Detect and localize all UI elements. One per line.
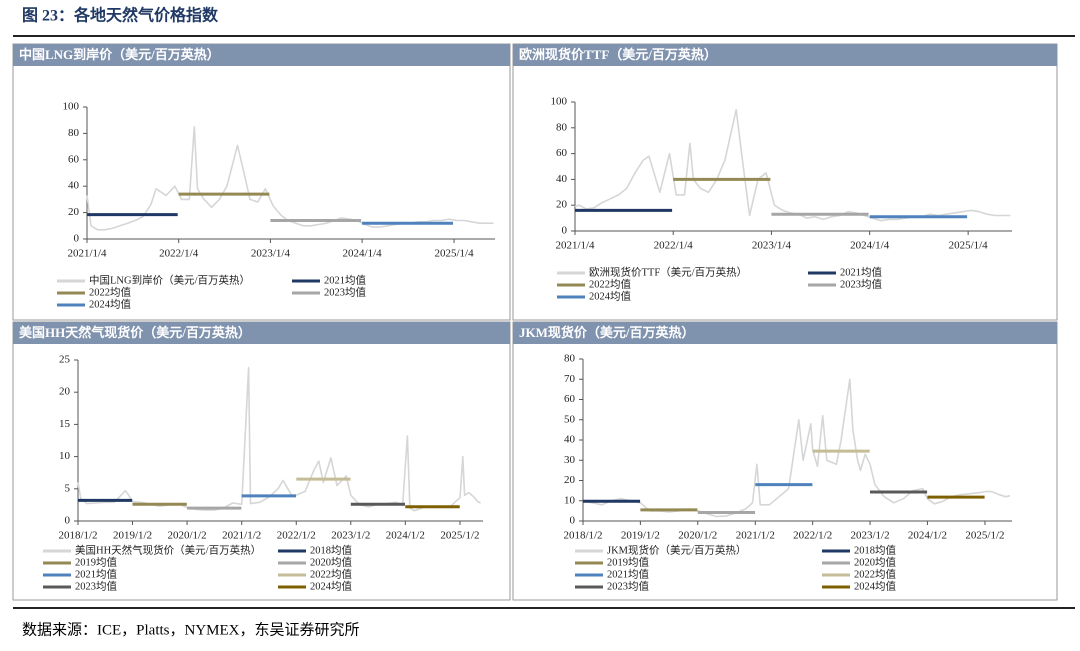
price-line <box>574 108 1011 222</box>
legend-label: 2020均值 <box>854 555 896 568</box>
y-tick-label: 60 <box>68 153 80 165</box>
x-tick-label: 2018/1/2 <box>58 530 97 542</box>
panel-header <box>13 44 510 66</box>
legend-label: JKM现货价（美元/百万英热） <box>607 543 746 556</box>
legend-label: 2021均值 <box>324 273 366 286</box>
legend-label: 2021均值 <box>607 567 649 580</box>
x-tick-label: 2025/1/4 <box>949 240 989 252</box>
y-tick-label: 40 <box>556 173 568 185</box>
x-tick-label: 2024/1/2 <box>386 530 425 542</box>
panel-title: 欧洲现货价TTF（美元/百万英热） <box>519 47 717 62</box>
x-tick-label: 2024/1/4 <box>850 240 890 252</box>
x-tick-label: 2021/1/2 <box>222 530 261 542</box>
y-tick-label: 25 <box>59 354 71 366</box>
x-tick-label: 2023/1/2 <box>850 530 889 542</box>
y-tick-label: 50 <box>564 413 576 425</box>
y-tick-label: 70 <box>564 373 576 385</box>
x-tick-label: 2023/1/4 <box>251 248 291 260</box>
source-note: 数据来源：ICE，Platts，NYMEX，东吴证券研究所 <box>22 621 360 638</box>
y-tick-label: 0 <box>65 515 71 527</box>
legend-label: 2024均值 <box>589 289 631 302</box>
legend-label: 2024均值 <box>89 297 131 310</box>
legend-label: 中国LNG到岸价（美元/百万英热） <box>89 273 250 286</box>
legend-label: 2022均值 <box>89 285 131 298</box>
y-tick-label: 20 <box>59 386 71 398</box>
y-tick-label: 20 <box>564 474 576 486</box>
legend-label: 2021均值 <box>75 567 117 580</box>
legend-label: 美国HH天然气现货价（美元/百万英热） <box>75 543 261 556</box>
legend-label: 2024均值 <box>310 579 352 592</box>
y-tick-label: 0 <box>74 233 80 245</box>
legend-label: 2019均值 <box>607 555 649 568</box>
y-tick-label: 40 <box>68 180 80 192</box>
panel <box>512 43 1058 321</box>
panel-header <box>13 322 510 344</box>
x-tick-label: 2020/1/2 <box>678 530 717 542</box>
legend-label: 2019均值 <box>75 555 117 568</box>
legend-label: 2022均值 <box>589 277 631 290</box>
y-tick-label: 40 <box>564 434 576 446</box>
legend-label: 2021均值 <box>840 265 882 278</box>
panel-header <box>513 322 1057 344</box>
x-tick-label: 2021/1/4 <box>67 248 107 260</box>
y-tick-label: 100 <box>551 96 568 108</box>
x-tick-label: 2023/1/2 <box>331 530 370 542</box>
x-tick-label: 2024/1/2 <box>908 530 947 542</box>
y-tick-label: 60 <box>556 147 568 159</box>
x-tick-label: 2018/1/2 <box>563 530 602 542</box>
y-tick-label: 80 <box>68 127 80 139</box>
x-tick-label: 2025/1/2 <box>440 530 479 542</box>
y-tick-label: 0 <box>570 515 576 527</box>
y-tick-label: 5 <box>65 482 71 494</box>
legend-label: 2023均值 <box>324 285 366 298</box>
x-tick-label: 2022/1/4 <box>654 240 694 252</box>
price-line <box>582 378 1011 518</box>
panel-title: 美国HH天然气现货价（美元/百万英热） <box>19 325 251 340</box>
x-tick-label: 2025/1/2 <box>965 530 1004 542</box>
x-tick-label: 2019/1/2 <box>621 530 660 542</box>
panel-header <box>513 44 1057 66</box>
legend-label: 2022均值 <box>854 567 896 580</box>
panel <box>12 321 511 601</box>
y-tick-label: 100 <box>63 101 80 113</box>
x-tick-label: 2023/1/4 <box>752 240 792 252</box>
x-tick-label: 2021/1/4 <box>555 240 595 252</box>
y-tick-label: 15 <box>59 418 71 430</box>
legend-label: 2024均值 <box>854 579 896 592</box>
legend-label: 2020均值 <box>310 555 352 568</box>
y-tick-label: 20 <box>68 206 80 218</box>
x-tick-label: 2022/1/4 <box>159 248 199 260</box>
figure-title: 图 23：各地天然气价格指数 <box>22 6 219 25</box>
x-tick-label: 2021/1/2 <box>736 530 775 542</box>
panel-title: JKM现货价（美元/百万英热） <box>519 325 695 340</box>
panel-title: 中国LNG到岸价（美元/百万英热） <box>19 47 220 62</box>
x-tick-label: 2020/1/2 <box>167 530 206 542</box>
x-tick-label: 2022/1/2 <box>793 530 832 542</box>
panel <box>512 321 1058 601</box>
legend-label: 2023均值 <box>75 579 117 592</box>
y-tick-label: 60 <box>564 393 576 405</box>
y-tick-label: 80 <box>556 121 568 133</box>
legend-label: 2018均值 <box>310 543 352 556</box>
legend-label: 2023均值 <box>607 579 649 592</box>
y-tick-label: 30 <box>564 454 576 466</box>
legend-label: 2023均值 <box>840 277 882 290</box>
y-tick-label: 80 <box>564 353 576 365</box>
y-tick-label: 10 <box>564 494 576 506</box>
x-tick-label: 2022/1/2 <box>277 530 316 542</box>
panel <box>12 43 511 321</box>
y-tick-label: 20 <box>556 199 568 211</box>
legend-label: 2018均值 <box>854 543 896 556</box>
legend-label: 欧洲现货价TTF（美元/百万英热） <box>589 265 747 278</box>
x-tick-label: 2025/1/4 <box>434 248 474 260</box>
legend-label: 2022均值 <box>310 567 352 580</box>
y-tick-label: 10 <box>59 450 71 462</box>
x-tick-label: 2024/1/4 <box>343 248 383 260</box>
x-tick-label: 2019/1/2 <box>113 530 152 542</box>
y-tick-label: 0 <box>562 225 568 237</box>
